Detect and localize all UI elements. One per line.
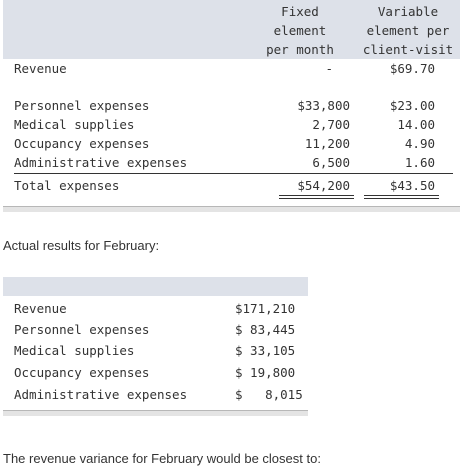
fixed-value-occupancy: 11,200 (304, 136, 350, 151)
fixed-header-line: element (273, 23, 327, 38)
row-label-medical-supplies: Medical supplies (14, 117, 135, 132)
table-header-band (3, 277, 308, 296)
fixed-value-administrative: 6,500 (312, 155, 350, 170)
variable-value-occupancy: 4.90 (404, 136, 435, 151)
fixed-value-medical-supplies: 2,700 (312, 117, 350, 132)
fixed-header-line: Fixed (281, 4, 319, 19)
actual-label-personnel: Personnel expenses (14, 322, 150, 337)
row-label-revenue: Revenue (14, 61, 67, 76)
row-label-occupancy: Occupancy expenses (14, 136, 150, 151)
cost-formula-table: Fixed element per month Variable element… (3, 0, 460, 212)
variable-value-total: $43.50 (389, 178, 435, 193)
fixed-total-double-rule (279, 195, 354, 196)
table-bottom-bar (3, 206, 460, 212)
variable-value-personnel: $23.00 (389, 98, 435, 113)
actual-value-administrative: $ 8,015 (235, 387, 303, 402)
actual-label-medical-supplies: Medical supplies (14, 343, 135, 358)
variable-column-header: Variable element per client-visit (356, 2, 460, 59)
actual-value-medical-supplies: $ 33,105 (235, 343, 296, 358)
variable-header-line: client-visit (362, 42, 454, 57)
variable-value-medical-supplies: 14.00 (397, 117, 435, 132)
actual-label-revenue: Revenue (14, 301, 67, 316)
actual-results-caption: Actual results for February: (3, 238, 160, 253)
actual-label-administrative: Administrative expenses (14, 387, 188, 402)
question-text: The revenue variance for February would … (3, 451, 321, 466)
table-header-band (3, 0, 460, 59)
actual-results-table: Revenue $171,210 Personnel expenses $ 83… (3, 277, 308, 416)
fixed-header-line: per month (266, 42, 334, 57)
actual-value-occupancy: $ 19,800 (235, 365, 296, 380)
row-label-personnel: Personnel expenses (14, 98, 150, 113)
fixed-value-personnel: $33,800 (297, 98, 350, 113)
variable-total-double-rule (364, 195, 439, 196)
variable-header-line: element per (366, 23, 450, 38)
fixed-value-total: $54,200 (297, 178, 350, 193)
variable-value-revenue: $69.70 (389, 61, 435, 76)
row-label-administrative: Administrative expenses (14, 155, 188, 170)
table-bottom-bar (3, 410, 308, 416)
variable-value-administrative: 1.60 (404, 155, 435, 170)
actual-label-occupancy: Occupancy expenses (14, 365, 150, 380)
fixed-total-double-rule (279, 198, 354, 199)
variable-total-double-rule (364, 198, 439, 199)
actual-value-revenue: $171,210 (235, 301, 296, 316)
fixed-value-revenue: - (325, 61, 333, 76)
total-separator-rule (14, 173, 453, 174)
variable-header-line: Variable (377, 4, 439, 19)
fixed-column-header: Fixed element per month (250, 2, 350, 59)
actual-value-personnel: $ 83,445 (235, 322, 296, 337)
row-label-total: Total expenses (14, 178, 120, 193)
